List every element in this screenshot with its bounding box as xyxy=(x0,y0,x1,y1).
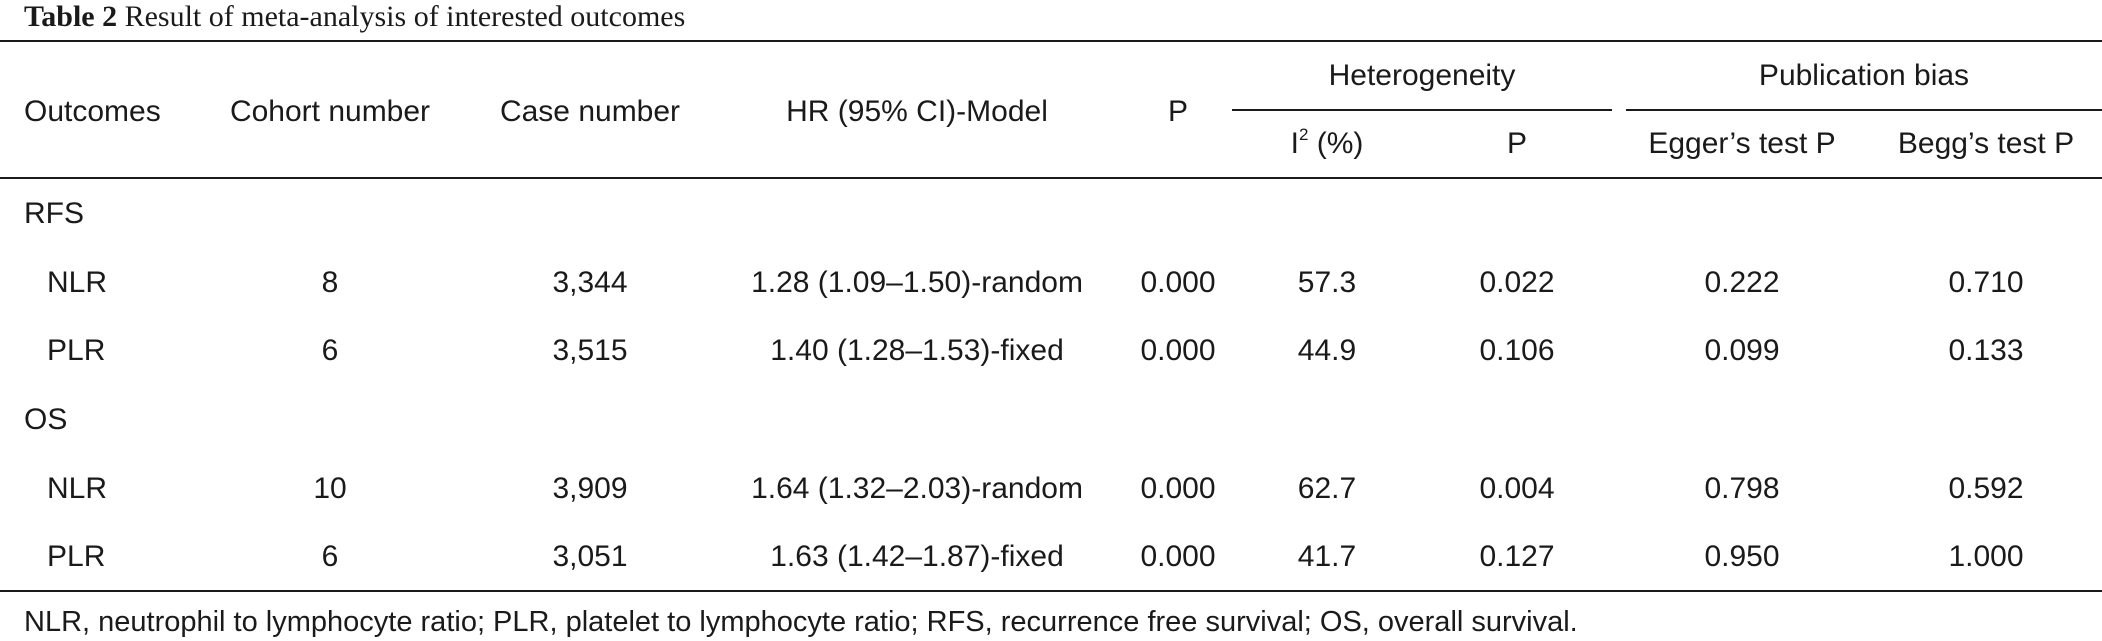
table-footnote: NLR, neutrophil to lymphocyte ratio; PLR… xyxy=(24,606,1578,638)
table-caption-label: Table 2 xyxy=(24,0,118,33)
header-cohort-number: Cohort number xyxy=(229,95,431,128)
row-p: 0.000 xyxy=(1140,334,1216,367)
row-begg: 0.592 xyxy=(1948,472,2024,505)
row-i2: 41.7 xyxy=(1297,540,1357,573)
group-label-os: OS xyxy=(24,403,68,436)
header-begg-test: Begg’s test P xyxy=(1897,127,2075,160)
row-i2: 62.7 xyxy=(1297,472,1357,505)
row-hr: 1.40 (1.28–1.53)-fixed xyxy=(770,334,1064,367)
row-hr: 1.63 (1.42–1.87)-fixed xyxy=(770,540,1064,573)
header-bottom-rule xyxy=(0,177,2102,179)
table-top-rule xyxy=(0,40,2102,42)
row-cohort: 6 xyxy=(321,334,339,367)
group-label-rfs: RFS xyxy=(24,197,84,230)
row-egger: 0.222 xyxy=(1704,266,1780,299)
row-het-p: 0.022 xyxy=(1479,266,1555,299)
row-cases: 3,515 xyxy=(552,334,628,367)
header-case-number: Case number xyxy=(499,95,681,128)
header-i2-base: I xyxy=(1290,127,1299,160)
row-begg: 0.133 xyxy=(1948,334,2024,367)
row-begg: 1.000 xyxy=(1948,540,2024,573)
row-p: 0.000 xyxy=(1140,472,1216,505)
row-cohort: 8 xyxy=(321,266,339,299)
row-egger: 0.798 xyxy=(1704,472,1780,505)
header-hr-model: HR (95% CI)-Model xyxy=(786,95,1048,128)
heterogeneity-rule xyxy=(1232,109,1612,111)
row-begg: 0.710 xyxy=(1948,266,2024,299)
row-i2: 57.3 xyxy=(1297,266,1357,299)
row-outcome: NLR xyxy=(47,472,108,505)
row-egger: 0.099 xyxy=(1704,334,1780,367)
header-heterogeneity: Heterogeneity xyxy=(1328,59,1516,92)
header-i2-superscript: 2 xyxy=(1298,125,1309,144)
row-het-p: 0.106 xyxy=(1479,334,1555,367)
row-het-p: 0.004 xyxy=(1479,472,1555,505)
row-cases: 3,051 xyxy=(552,540,628,573)
row-outcome: PLR xyxy=(47,334,106,367)
row-outcome: PLR xyxy=(47,540,106,573)
row-p: 0.000 xyxy=(1140,540,1216,573)
table-caption-text: Result of meta-analysis of interested ou… xyxy=(124,0,686,33)
row-hr: 1.64 (1.32–2.03)-random xyxy=(751,472,1083,505)
table-caption: Table 2 Result of meta-analysis of inter… xyxy=(24,0,685,34)
header-i2-unit: (%) xyxy=(1316,127,1364,160)
row-egger: 0.950 xyxy=(1704,540,1780,573)
publication-bias-rule xyxy=(1626,109,2102,111)
row-cases: 3,909 xyxy=(552,472,628,505)
header-p: P xyxy=(1167,95,1189,128)
row-outcome: NLR xyxy=(47,266,108,299)
row-hr: 1.28 (1.09–1.50)-random xyxy=(751,266,1083,299)
row-p: 0.000 xyxy=(1140,266,1216,299)
header-outcomes: Outcomes xyxy=(24,95,161,128)
row-het-p: 0.127 xyxy=(1479,540,1555,573)
header-publication-bias: Publication bias xyxy=(1758,59,1970,92)
table-bottom-rule xyxy=(0,590,2102,592)
row-cohort: 6 xyxy=(321,540,339,573)
row-cohort: 10 xyxy=(313,472,347,505)
header-egger-test: Egger’s test P xyxy=(1648,127,1836,160)
header-i2: I2 (%) xyxy=(1291,126,1364,162)
header-heterogeneity-p: P xyxy=(1506,127,1528,160)
row-i2: 44.9 xyxy=(1297,334,1357,367)
row-cases: 3,344 xyxy=(552,266,628,299)
